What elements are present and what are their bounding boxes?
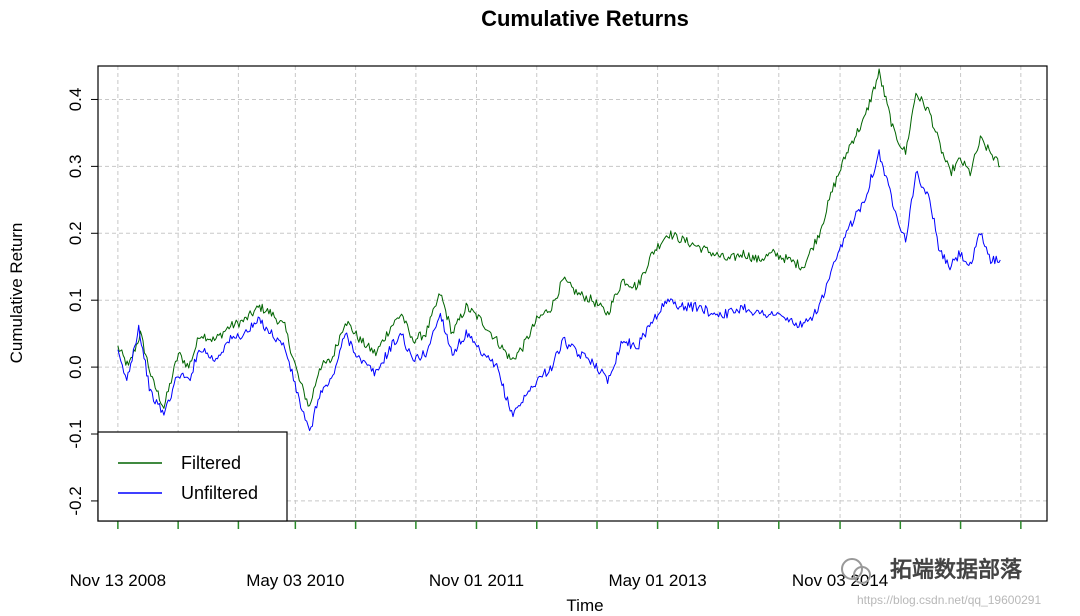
x-tick-label: Nov 13 2008 <box>70 571 166 590</box>
series-line-filtered <box>117 68 1001 409</box>
y-tick-label: 0.2 <box>66 221 85 245</box>
legend-label-unfiltered: Unfiltered <box>181 483 258 503</box>
y-tick-label: 0.3 <box>66 155 85 179</box>
chart-title: Cumulative Returns <box>481 6 689 31</box>
legend-label-filtered: Filtered <box>181 453 241 473</box>
legend: Filtered Unfiltered <box>97 431 288 522</box>
series-lines <box>117 68 1001 432</box>
y-tick-label: -0.2 <box>66 486 85 515</box>
y-axis-label: Cumulative Return <box>7 223 26 364</box>
x-tick-label: Nov 01 2011 <box>429 571 524 590</box>
wechat-icon <box>841 558 863 580</box>
series-line-unfiltered <box>117 149 1001 432</box>
plot-frame <box>97 65 1048 522</box>
source-url: https://blog.csdn.net/qq_19600291 <box>857 593 1041 607</box>
x-tick-label: Nov 03 2014 <box>792 571 888 590</box>
x-tick-label: May 03 2010 <box>246 571 344 590</box>
brand-text: 拓端数据部落 <box>890 557 1023 582</box>
x-tick-label: May 01 2013 <box>608 571 706 590</box>
y-tick-label: 0.4 <box>66 88 85 112</box>
x-axis-label: Time <box>566 596 603 615</box>
brand-watermark: 拓端数据部落 <box>841 557 1023 584</box>
y-tick-label: -0.1 <box>66 419 85 448</box>
wechat-icon-bubble <box>853 566 871 584</box>
y-axis: -0.2 -0.1 0.0 0.1 0.2 0.3 0.4 <box>66 88 98 516</box>
legend-box <box>97 431 288 522</box>
y-tick-label: 0.1 <box>66 288 85 312</box>
x-axis: Nov 13 2008 May 03 2010 Nov 01 2011 May 01 … <box>70 521 1022 590</box>
y-tick-label: 0.0 <box>66 355 85 379</box>
